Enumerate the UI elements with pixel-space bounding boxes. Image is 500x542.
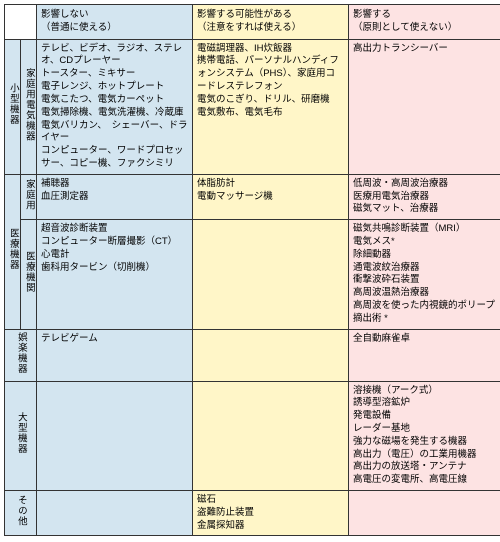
header-maybe: 影響する可能性がある（注意をすれば使える） xyxy=(193,5,349,40)
cat-medical-inst: 医療機関 xyxy=(21,220,37,330)
corner-blank xyxy=(5,5,37,40)
large-none xyxy=(37,381,193,491)
cat-entertainment: 娯楽機器 xyxy=(5,329,37,381)
row-appliance: 小型機器 家庭用電気機器 テレビ、ビデオ、ラジオ、ステレオ、CDプレーヤートース… xyxy=(5,39,500,174)
cat-small-inner: 家庭用電気機器 xyxy=(21,39,37,174)
ent-none: テレビゲーム xyxy=(37,329,193,381)
cat-medical-home: 家庭用 xyxy=(21,174,37,219)
appliance-yes: 高出力トランシーバー xyxy=(349,39,500,174)
cat-medical-outer: 医療機器 xyxy=(5,174,21,329)
row-med-home: 医療機器 家庭用 補聴器血圧測定器 体脂肪計電動マッサージ機 低周波・高周波治療… xyxy=(5,174,500,219)
other-maybe: 磁石盗難防止装置金属探知器 xyxy=(193,491,349,536)
cat-large: 大型機器 xyxy=(5,381,37,491)
row-med-inst: 医療機関 超音波診断装置コンピューター断層撮影（CT）心電計歯科用タービン（切削… xyxy=(5,220,500,330)
other-yes xyxy=(349,491,500,536)
ent-maybe xyxy=(193,329,349,381)
medinst-maybe xyxy=(193,220,349,330)
large-yes: 溶接機（アーク式）誘導型溶鉱炉発電設備レーダー基地強力な磁場を発生する機器高出力… xyxy=(349,381,500,491)
appliance-none: テレビ、ビデオ、ラジオ、ステレオ、CDプレーヤートースター、ミキサー電子レンジ、… xyxy=(37,39,193,174)
row-entertainment: 娯楽機器 テレビゲーム 全自動麻雀卓 xyxy=(5,329,500,381)
row-other: その他 磁石盗難防止装置金属探知器 xyxy=(5,491,500,536)
cat-small-outer: 小型機器 xyxy=(5,39,21,174)
other-none xyxy=(37,491,193,536)
ent-yes: 全自動麻雀卓 xyxy=(349,329,500,381)
header-yes: 影響する（原則として使えない） xyxy=(349,5,500,40)
medhome-maybe: 体脂肪計電動マッサージ機 xyxy=(193,174,349,219)
large-maybe xyxy=(193,381,349,491)
row-large: 大型機器 溶接機（アーク式）誘導型溶鉱炉発電設備レーダー基地強力な磁場を発生する… xyxy=(5,381,500,491)
header-row: 影響しない（普通に使える） 影響する可能性がある（注意をすれば使える） 影響する… xyxy=(5,5,500,40)
medhome-yes: 低周波・高周波治療器医療用電気治療器磁気マット、治療器 xyxy=(349,174,500,219)
header-none: 影響しない（普通に使える） xyxy=(37,5,193,40)
impact-table: 影響しない（普通に使える） 影響する可能性がある（注意をすれば使える） 影響する… xyxy=(4,4,500,536)
medhome-none: 補聴器血圧測定器 xyxy=(37,174,193,219)
appliance-maybe: 電磁調理器、IH炊飯器携帯電話、パーソナルハンディフォンシステム（PHS）、家庭… xyxy=(193,39,349,174)
medinst-yes: 磁気共鳴診断装置（MRI）電気メス*除細動器通電波紋治療器衝撃波砕石装置高周波温… xyxy=(349,220,500,330)
medinst-none: 超音波診断装置コンピューター断層撮影（CT）心電計歯科用タービン（切削機） xyxy=(37,220,193,330)
cat-other: その他 xyxy=(5,491,37,536)
